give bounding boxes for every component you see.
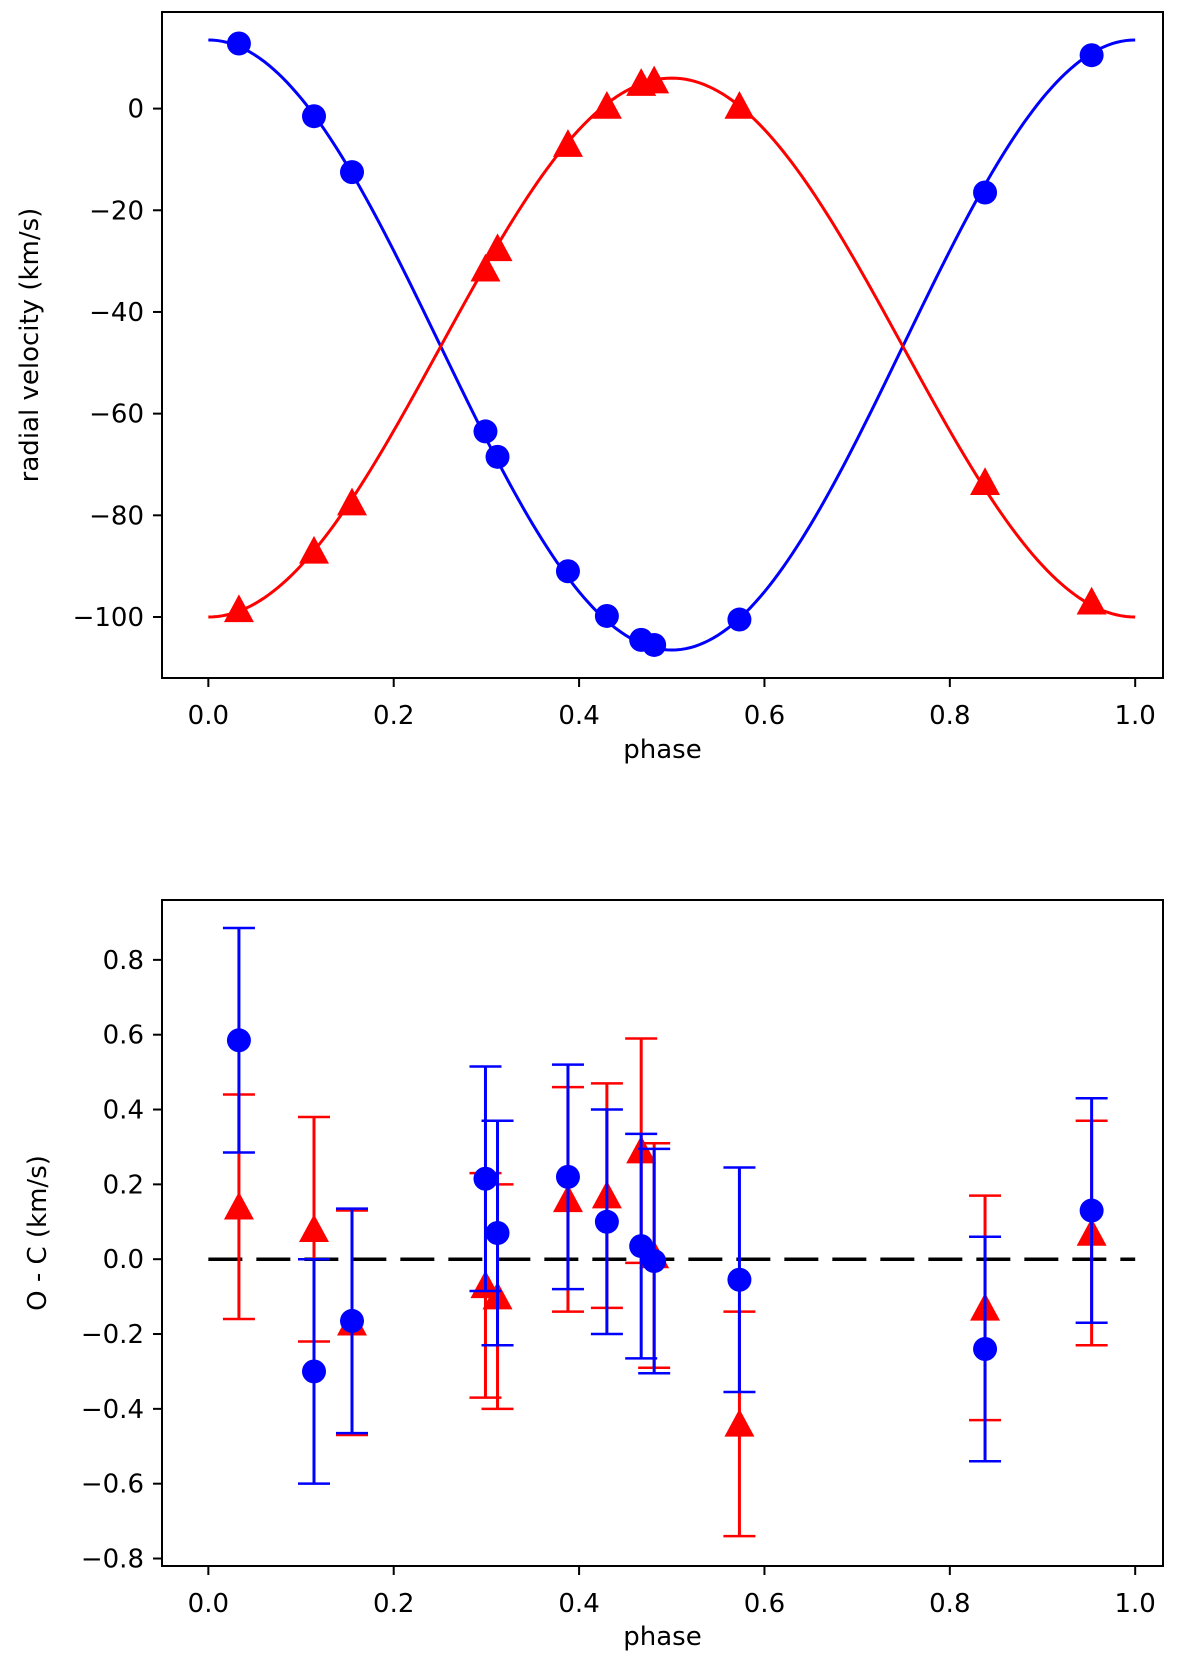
primary-data-point [485, 444, 510, 469]
primary-data-point [340, 1308, 365, 1333]
primary-data-point [973, 180, 998, 205]
secondary-data-point [299, 535, 330, 564]
x-tick-label: 0.6 [744, 1589, 785, 1619]
primary-data-point [473, 1166, 498, 1191]
rv-axes-frame [161, 11, 1164, 679]
y-tick-label: 0.0 [103, 1245, 144, 1275]
primary-data-point [555, 1164, 580, 1189]
secondary-data-point [724, 91, 755, 119]
residual-x-axis-label: phase [623, 1622, 701, 1652]
secondary-data-point [299, 1214, 330, 1243]
x-tick-label: 0.2 [373, 701, 414, 731]
x-tick-label: 0.8 [929, 701, 970, 731]
y-tick-label: −100 [73, 603, 144, 633]
y-tick-label: −20 [89, 196, 144, 226]
residual-ticks: 0.0 0.2 0.4 0.6 0.8 1.0 0.8 0.6 0.4 0.2 0.0 −0.2 −0.… [81, 946, 1156, 1619]
rv-data-points [223, 31, 1107, 657]
primary-data-point [594, 1209, 619, 1234]
x-tick-label: 1.0 [1115, 1589, 1156, 1619]
primary-data-point [1079, 43, 1104, 68]
secondary-data-point [223, 594, 254, 623]
secondary-data-point [970, 467, 1001, 496]
secondary-data-point [482, 233, 513, 262]
primary-data-point [642, 632, 667, 657]
y-tick-label: −40 [89, 298, 144, 328]
rv-x-axis-label: phase [623, 735, 701, 765]
primary-data-point [973, 1336, 998, 1361]
primary-data-point [727, 1267, 752, 1292]
primary-data-point [727, 607, 752, 632]
x-tick-label: 0.4 [558, 1589, 599, 1619]
y-tick-label: 0.8 [103, 946, 144, 976]
primary-data-point [340, 160, 365, 185]
primary-data-point [302, 104, 327, 129]
y-tick-label: −0.8 [81, 1545, 144, 1575]
primary-data-point [302, 1359, 327, 1384]
residual-axes-frame [161, 899, 1164, 1567]
y-tick-label: −80 [89, 501, 144, 531]
primary-data-point [555, 559, 580, 584]
x-tick-label: 1.0 [1115, 701, 1156, 731]
x-tick-label: 0.8 [929, 1589, 970, 1619]
primary-data-point [485, 1221, 510, 1245]
y-tick-label: −60 [89, 400, 144, 430]
x-tick-label: 0.2 [373, 1589, 414, 1619]
secondary-data-point [552, 129, 583, 157]
residual-y-axis-label: O - C (km/s) [23, 1155, 53, 1311]
y-tick-label: 0 [127, 95, 144, 125]
secondary-data-point [591, 91, 622, 119]
residual-panel: 0.0 0.2 0.4 0.6 0.8 1.0 0.8 0.6 0.4 0.2 0.0 −0.2 −0.… [23, 899, 1164, 1652]
primary-data-point [473, 419, 498, 444]
primary-data-point [594, 603, 619, 628]
primary-data-point [226, 1028, 251, 1053]
x-tick-label: 0.0 [188, 1589, 229, 1619]
primary-data-point [226, 31, 251, 56]
secondary-data-point [639, 65, 670, 94]
rv-panel: 0.0 0.2 0.4 0.6 0.8 1.0 0 −20 −40 −60 −80 −100 phas… [15, 11, 1164, 765]
y-tick-label: 0.6 [103, 1021, 144, 1051]
secondary-data-point [470, 253, 501, 282]
residual-data-points [222, 926, 1108, 1538]
rv-ticks: 0.0 0.2 0.4 0.6 0.8 1.0 0 −20 −40 −60 −80 −100 [73, 95, 1156, 731]
secondary-data-point [337, 487, 368, 516]
y-tick-label: 0.4 [103, 1096, 144, 1126]
secondary-data-point [724, 1408, 755, 1437]
x-tick-label: 0.4 [558, 701, 599, 731]
y-tick-label: −0.6 [81, 1470, 144, 1500]
y-tick-label: 0.2 [103, 1170, 144, 1200]
primary-data-point [1079, 1198, 1104, 1223]
secondary-data-point [1076, 586, 1107, 615]
x-tick-label: 0.0 [188, 701, 229, 731]
y-tick-label: −0.2 [81, 1320, 144, 1350]
x-tick-label: 0.6 [744, 701, 785, 731]
secondary-data-point [223, 1191, 254, 1220]
rv-y-axis-label: radial velocity (km/s) [15, 208, 45, 483]
primary-data-point [642, 1249, 667, 1274]
y-tick-label: −0.4 [81, 1395, 144, 1425]
